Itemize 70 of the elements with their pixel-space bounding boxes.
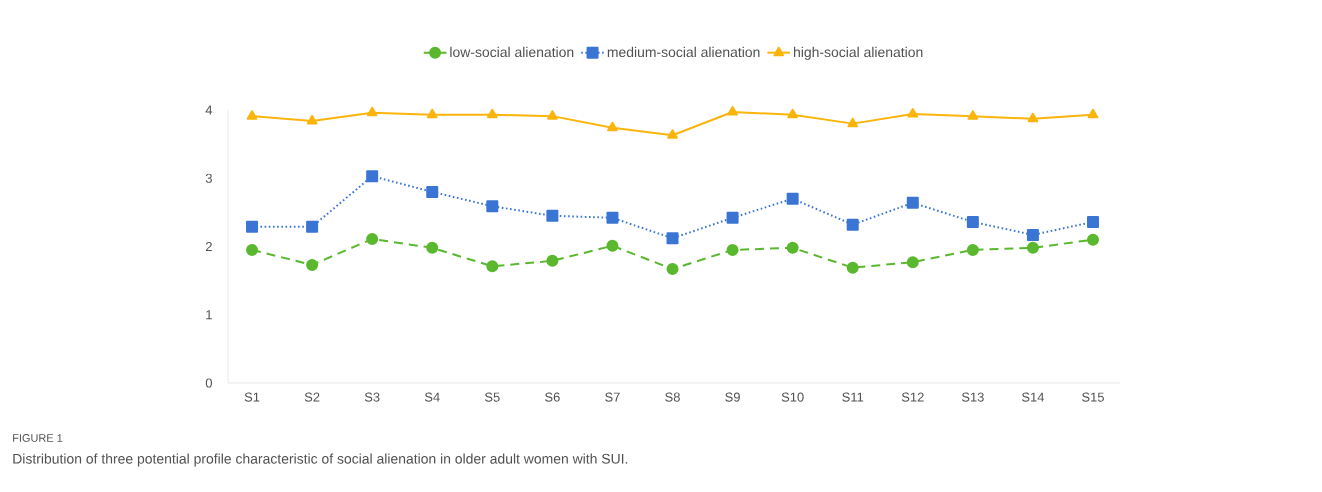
y-tick-label: 2: [205, 241, 212, 252]
x-tick-label: S4: [424, 392, 440, 402]
legend-label: high-social alienation: [794, 46, 923, 60]
point: [486, 200, 499, 213]
legend-label: low-social alienation: [450, 46, 574, 58]
point: [306, 258, 319, 271]
x-tick-label: S14: [1021, 392, 1045, 402]
point: [786, 192, 799, 205]
y-tick-label: 4: [205, 105, 213, 115]
point: [246, 220, 259, 233]
x-tick-label: S12: [901, 392, 924, 402]
x-tick-label: S7: [605, 392, 620, 402]
point: [906, 196, 919, 209]
point: [906, 256, 919, 269]
point: [1087, 108, 1099, 119]
point: [606, 239, 619, 252]
point: [847, 117, 859, 128]
point: [1027, 112, 1039, 123]
point: [607, 121, 618, 132]
point: [727, 106, 738, 116]
x-tick-label: S5: [484, 392, 500, 402]
x-tick-label: S10: [781, 392, 804, 402]
point: [787, 108, 798, 119]
point: [426, 241, 439, 254]
legend-label: medium-social alienation: [607, 46, 760, 58]
x-tick-label: S8: [665, 392, 680, 402]
x-tick-label: S9: [725, 392, 740, 402]
point: [666, 232, 679, 245]
point: [546, 209, 559, 222]
point: [1086, 233, 1099, 246]
point: [726, 243, 739, 256]
point: [547, 110, 558, 120]
point: [786, 241, 799, 254]
point: [726, 211, 739, 224]
text: Distribution of three potential profile characteristic of social alienation in older adult women with SUI.: [13, 453, 628, 467]
caption: FIGURE 1: [13, 434, 63, 442]
point: [1026, 228, 1039, 241]
x-tick-label: S11: [842, 392, 864, 402]
point: [366, 170, 379, 183]
point: [846, 218, 859, 231]
point: [666, 263, 679, 276]
point: [846, 261, 859, 274]
point: [967, 110, 979, 120]
point: [366, 232, 379, 245]
point: [306, 114, 318, 125]
x-tick-label: S6: [545, 392, 560, 402]
point: [426, 108, 438, 119]
point: [246, 110, 258, 120]
y-tick-label: 3: [205, 173, 212, 183]
point: [667, 129, 678, 139]
x-tick-label: S13: [961, 392, 984, 402]
point: [1026, 241, 1039, 254]
x-tick-label: S1: [244, 392, 260, 402]
point: [486, 108, 498, 119]
point: [907, 108, 919, 118]
point: [486, 260, 499, 273]
y-tick-label: 1: [206, 310, 212, 320]
point: [366, 106, 378, 117]
point: [966, 215, 979, 228]
point: [966, 243, 979, 256]
point: [606, 211, 619, 224]
x-tick-label: S15: [1082, 392, 1104, 402]
x-tick-label: S2: [304, 392, 320, 402]
point: [426, 185, 439, 198]
point: [1086, 215, 1099, 228]
x-tick-label: S3: [364, 392, 380, 402]
y-tick-label: 0: [205, 378, 212, 388]
point: [546, 254, 559, 267]
point: [306, 220, 319, 233]
point: [246, 243, 259, 256]
